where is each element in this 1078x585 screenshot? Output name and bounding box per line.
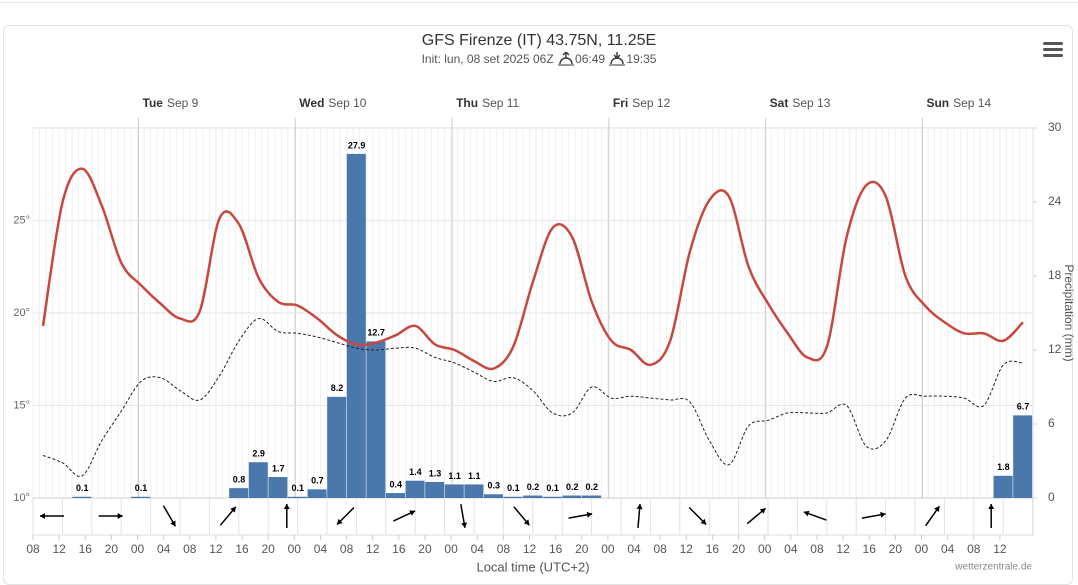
chart-subtitle: Init: lun, 08 set 2025 06Z 06:49 19:35 [0, 51, 1078, 66]
divider [0, 2, 1078, 3]
sunrise-time: 06:49 [575, 52, 606, 66]
menu-button[interactable] [1043, 41, 1063, 57]
sunset-time: 19:35 [626, 52, 657, 66]
sunrise-icon [558, 51, 575, 66]
chart-card [3, 25, 1073, 585]
init-text: Init: lun, 08 set 2025 06Z [421, 52, 554, 66]
chart-title: GFS Firenze (IT) 43.75N, 11.25E [421, 32, 657, 49]
sunset-icon [609, 52, 626, 66]
